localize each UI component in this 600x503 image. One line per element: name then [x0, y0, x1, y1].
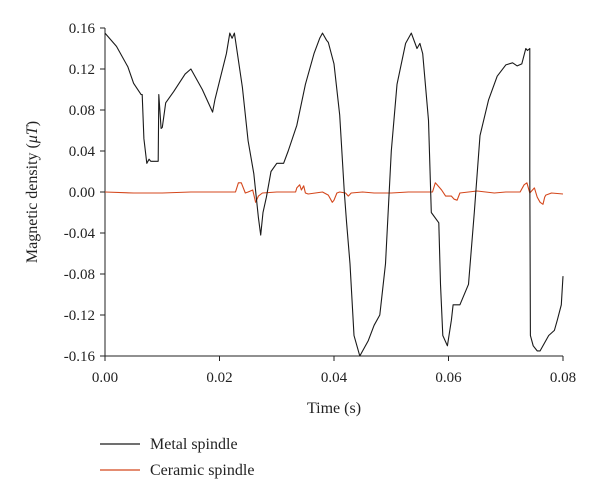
y-tick-label: -0.16 — [64, 349, 96, 365]
x-tick-label: 0.06 — [435, 370, 462, 386]
y-tick-label: 0.00 — [69, 185, 95, 201]
y-tick-label: 0.12 — [69, 62, 95, 78]
series-layer — [104, 32, 564, 357]
x-tick-label: 0.00 — [92, 370, 118, 386]
y-tick-label: 0.04 — [69, 144, 96, 160]
series-line-ceramic-spindle — [104, 182, 564, 205]
x-tick-label: 0.02 — [206, 370, 232, 386]
x-ticks: 0.00 0.02 0.04 0.06 0.08 — [92, 356, 576, 386]
y-tick-label: -0.04 — [64, 226, 96, 242]
x-tick-label: 0.08 — [550, 370, 576, 386]
x-tick-label: 0.04 — [321, 370, 348, 386]
y-axis-title-main: Magnetic density ( — [24, 143, 41, 263]
y-axis-title: Magnetic density (μT) — [24, 121, 41, 263]
y-axis-title-close: ) — [24, 121, 41, 126]
y-tick-label: -0.08 — [64, 267, 95, 283]
x-axis-title: Time (s) — [307, 400, 361, 417]
y-ticks: 0.16 0.12 0.08 0.04 0.00 -0.04 -0.08 -0.12 -0.16 — [64, 21, 105, 365]
series-line-metal-spindle — [104, 32, 564, 357]
y-tick-label: -0.12 — [64, 308, 95, 324]
legend-label-ceramic: Ceramic spindle — [150, 462, 254, 479]
y-tick-label: 0.16 — [69, 21, 96, 37]
legend: Metal spindle Ceramic spindle — [100, 436, 254, 479]
y-tick-label: 0.08 — [69, 103, 95, 119]
y-axis-title-unit: μT — [24, 125, 41, 144]
legend-label-metal: Metal spindle — [150, 436, 238, 453]
